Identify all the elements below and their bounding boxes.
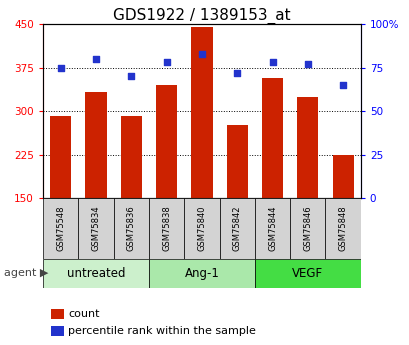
Bar xyxy=(219,198,254,259)
Bar xyxy=(113,198,148,259)
Text: GSM75844: GSM75844 xyxy=(267,206,276,251)
Bar xyxy=(85,92,106,198)
Text: GSM75834: GSM75834 xyxy=(91,206,100,252)
Bar xyxy=(148,198,184,259)
Text: Ang-1: Ang-1 xyxy=(184,267,219,280)
Text: VEGF: VEGF xyxy=(292,267,323,280)
Bar xyxy=(156,85,177,198)
Bar xyxy=(226,125,247,198)
Bar xyxy=(261,78,283,198)
Text: GSM75836: GSM75836 xyxy=(126,206,135,252)
Point xyxy=(234,70,240,76)
Text: agent ▶: agent ▶ xyxy=(4,268,48,278)
Point xyxy=(163,60,169,65)
Point xyxy=(269,60,275,65)
Text: GSM75848: GSM75848 xyxy=(338,206,347,252)
Bar xyxy=(120,117,142,198)
Bar xyxy=(254,259,360,288)
Bar xyxy=(184,198,219,259)
Bar xyxy=(78,198,113,259)
Text: untreated: untreated xyxy=(67,267,125,280)
Bar xyxy=(325,198,360,259)
Text: GSM75842: GSM75842 xyxy=(232,206,241,251)
Bar xyxy=(290,198,325,259)
Bar xyxy=(43,198,78,259)
Point xyxy=(128,74,134,79)
Point xyxy=(304,61,310,67)
Bar xyxy=(50,117,71,198)
Text: count: count xyxy=(68,309,100,319)
Point xyxy=(57,65,64,70)
Bar xyxy=(191,27,212,198)
Title: GDS1922 / 1389153_at: GDS1922 / 1389153_at xyxy=(113,8,290,24)
Point xyxy=(339,82,346,88)
Point xyxy=(92,56,99,62)
Text: GSM75838: GSM75838 xyxy=(162,206,171,252)
Bar xyxy=(332,155,353,198)
Text: GSM75548: GSM75548 xyxy=(56,206,65,251)
Bar xyxy=(297,97,318,198)
Bar xyxy=(43,259,148,288)
Text: percentile rank within the sample: percentile rank within the sample xyxy=(68,326,256,336)
Bar xyxy=(254,198,290,259)
Text: GSM75840: GSM75840 xyxy=(197,206,206,251)
Bar xyxy=(148,259,254,288)
Text: GSM75846: GSM75846 xyxy=(303,206,312,252)
Point xyxy=(198,51,204,57)
